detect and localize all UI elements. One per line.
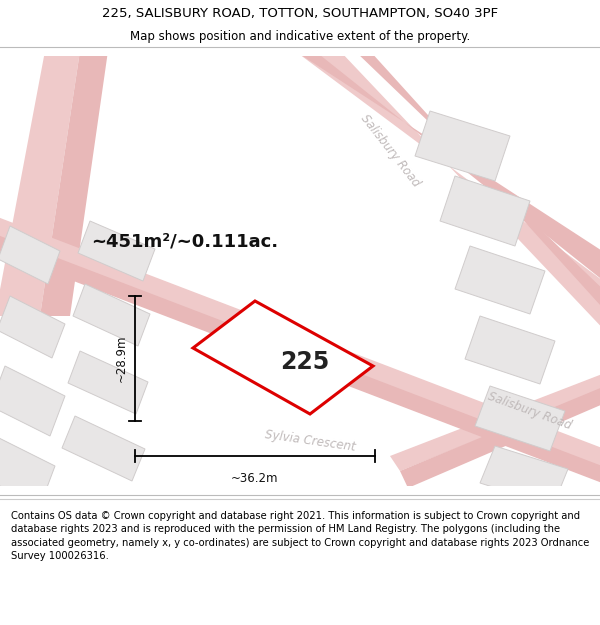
- Text: ~451m²/~0.111ac.: ~451m²/~0.111ac.: [91, 232, 278, 250]
- Polygon shape: [73, 284, 150, 346]
- Polygon shape: [0, 51, 80, 316]
- Text: Salisbury Road: Salisbury Road: [487, 390, 574, 432]
- Polygon shape: [475, 386, 565, 451]
- Polygon shape: [390, 371, 600, 471]
- Polygon shape: [0, 366, 65, 436]
- Text: Sylvia Crescent: Sylvia Crescent: [264, 428, 356, 454]
- Polygon shape: [295, 51, 600, 286]
- Polygon shape: [68, 351, 148, 414]
- Text: Contains OS data © Crown copyright and database right 2021. This information is : Contains OS data © Crown copyright and d…: [11, 511, 589, 561]
- Polygon shape: [415, 111, 510, 181]
- Text: 225, SALISBURY ROAD, TOTTON, SOUTHAMPTON, SO40 3PF: 225, SALISBURY ROAD, TOTTON, SOUTHAMPTON…: [102, 7, 498, 19]
- Polygon shape: [400, 384, 600, 488]
- Polygon shape: [0, 296, 65, 358]
- Polygon shape: [78, 221, 155, 281]
- Polygon shape: [465, 316, 555, 384]
- Polygon shape: [455, 246, 545, 314]
- Text: Map shows position and indicative extent of the property.: Map shows position and indicative extent…: [130, 30, 470, 43]
- Polygon shape: [480, 446, 568, 506]
- Polygon shape: [295, 51, 600, 336]
- Polygon shape: [62, 416, 145, 481]
- Text: ~36.2m: ~36.2m: [231, 471, 279, 484]
- Polygon shape: [440, 176, 530, 246]
- Polygon shape: [0, 216, 600, 471]
- Polygon shape: [0, 226, 60, 284]
- Polygon shape: [0, 234, 600, 486]
- Text: 225: 225: [280, 350, 329, 374]
- Polygon shape: [355, 51, 600, 316]
- Polygon shape: [193, 301, 373, 414]
- Polygon shape: [0, 436, 55, 506]
- Text: ~28.9m: ~28.9m: [115, 335, 128, 382]
- Polygon shape: [40, 51, 108, 316]
- Text: Salisbury Road: Salisbury Road: [358, 112, 422, 190]
